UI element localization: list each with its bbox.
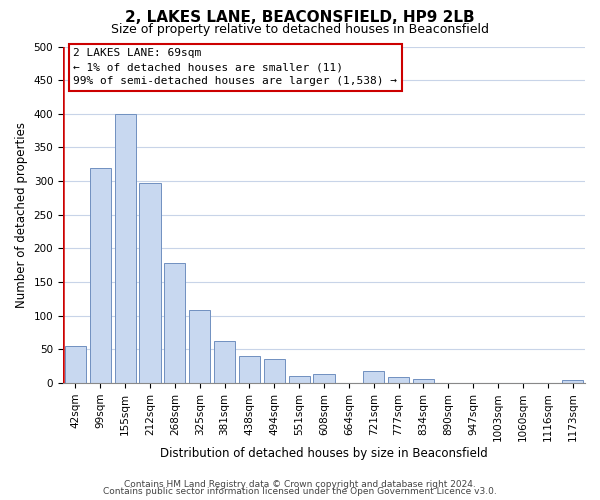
Text: Size of property relative to detached houses in Beaconsfield: Size of property relative to detached ho… [111, 22, 489, 36]
Bar [65, 346, 86, 383]
Bar [189, 310, 210, 383]
Bar [363, 371, 384, 383]
Bar [214, 340, 235, 383]
Text: 2 LAKES LANE: 69sqm
← 1% of detached houses are smaller (11)
99% of semi-detache: 2 LAKES LANE: 69sqm ← 1% of detached hou… [73, 48, 397, 86]
Bar [388, 377, 409, 383]
X-axis label: Distribution of detached houses by size in Beaconsfield: Distribution of detached houses by size … [160, 447, 488, 460]
Bar [239, 356, 260, 383]
Bar [313, 374, 335, 383]
Text: 2, LAKES LANE, BEACONSFIELD, HP9 2LB: 2, LAKES LANE, BEACONSFIELD, HP9 2LB [125, 10, 475, 25]
Bar [115, 114, 136, 383]
Bar [164, 263, 185, 383]
Y-axis label: Number of detached properties: Number of detached properties [15, 122, 28, 308]
Bar [139, 183, 161, 383]
Text: Contains HM Land Registry data © Crown copyright and database right 2024.: Contains HM Land Registry data © Crown c… [124, 480, 476, 489]
Bar [413, 379, 434, 383]
Bar [90, 168, 111, 383]
Text: Contains public sector information licensed under the Open Government Licence v3: Contains public sector information licen… [103, 487, 497, 496]
Bar [264, 358, 285, 383]
Bar [289, 376, 310, 383]
Bar [562, 380, 583, 383]
